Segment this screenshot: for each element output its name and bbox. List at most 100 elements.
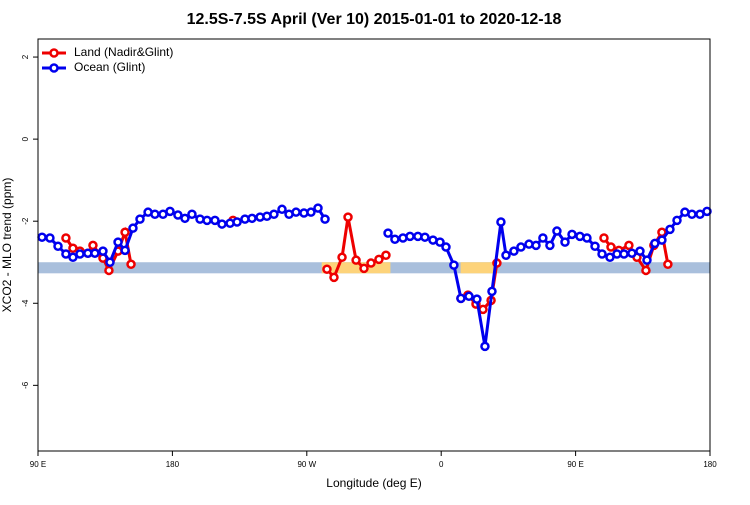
data-point [135, 214, 145, 224]
data-point [687, 209, 697, 219]
data-point [531, 240, 541, 251]
data-point [597, 249, 607, 259]
data-point [232, 217, 242, 227]
data-point [702, 206, 712, 217]
highlight [460, 262, 495, 274]
data-point [567, 229, 577, 240]
data-point [329, 272, 339, 283]
data-point [435, 237, 445, 247]
y-tick-label: 0 [21, 136, 30, 141]
data-point [456, 293, 466, 304]
data-point [217, 219, 227, 229]
data-point [635, 246, 645, 256]
data-point [383, 228, 393, 238]
chart-title: 12.5S-7.5S April (Ver 10) 2015-01-01 to … [187, 11, 562, 28]
data-point [61, 249, 71, 259]
data-point [663, 259, 673, 270]
x-tick-label: 180 [703, 460, 717, 469]
data-point [464, 291, 474, 302]
data-point [269, 209, 279, 219]
data-point [359, 263, 369, 274]
data-point [277, 204, 287, 215]
data-point [441, 242, 451, 252]
x-tick-label: 0 [439, 460, 444, 469]
data-point [320, 214, 330, 224]
data-point [619, 249, 629, 259]
data-point [68, 252, 78, 263]
data-point [405, 231, 415, 242]
data-point [552, 226, 562, 236]
highlight [321, 262, 391, 274]
data-point [306, 207, 316, 217]
data-point [187, 209, 197, 219]
x-tick-label: 90 E [567, 460, 583, 469]
data-point [88, 240, 98, 251]
data-point [641, 265, 651, 276]
y-tick-label: -6 [21, 381, 30, 389]
data-point [126, 259, 136, 270]
data-point [390, 234, 400, 245]
data-point [113, 237, 123, 247]
data-point [98, 246, 108, 256]
data-point [538, 233, 548, 243]
data-point [343, 212, 353, 222]
data-point [627, 248, 637, 258]
data-point [337, 252, 347, 263]
data-point [351, 255, 361, 265]
data-point [322, 264, 332, 274]
data-point [61, 233, 71, 243]
data-point [120, 245, 130, 256]
data-point [180, 213, 190, 224]
data-point [487, 286, 497, 297]
data-point [45, 233, 55, 243]
x-tick-label: 180 [166, 460, 180, 469]
data-point [105, 257, 115, 267]
data-point [672, 215, 682, 226]
data-point [75, 249, 85, 259]
data-point [480, 341, 490, 352]
data-point [104, 265, 114, 276]
data-point [545, 240, 555, 251]
data-point [605, 252, 615, 263]
data-point [313, 203, 323, 213]
data-point [173, 210, 183, 220]
data-point [657, 235, 667, 245]
data-point [128, 223, 138, 233]
series-line [41, 206, 708, 347]
data-point [202, 215, 212, 226]
data-point [560, 237, 570, 247]
y-tick-label: 2 [21, 54, 30, 59]
data-point [90, 248, 100, 258]
data-point [582, 233, 592, 243]
data-point [120, 227, 130, 238]
data-point [624, 240, 634, 251]
data-point [53, 241, 63, 251]
data-point [642, 255, 652, 265]
plot-frame [37, 38, 711, 452]
data-point [590, 241, 600, 251]
data-point [449, 260, 459, 270]
data-point [472, 294, 482, 304]
data-point [37, 232, 47, 242]
x-tick-label: 90 E [30, 460, 46, 469]
data-point [509, 246, 519, 256]
data-point [374, 254, 384, 265]
data-point [210, 215, 220, 226]
data-point [650, 238, 660, 249]
data-point [516, 242, 526, 252]
x-tick-label: 90 W [297, 460, 316, 469]
data-point [599, 233, 609, 243]
y-tick-label: -4 [21, 299, 30, 307]
data-point [501, 250, 511, 261]
x-axis-label: Longitude (deg E) [326, 476, 421, 490]
data-point [420, 232, 430, 242]
legend-label: Ocean (Glint) [74, 60, 145, 74]
data-point [496, 217, 506, 227]
data-point [247, 213, 257, 224]
data-point [150, 209, 160, 219]
legend-marker [49, 63, 59, 73]
data-point [381, 250, 391, 261]
data-point [165, 206, 175, 217]
data-point [606, 242, 616, 252]
